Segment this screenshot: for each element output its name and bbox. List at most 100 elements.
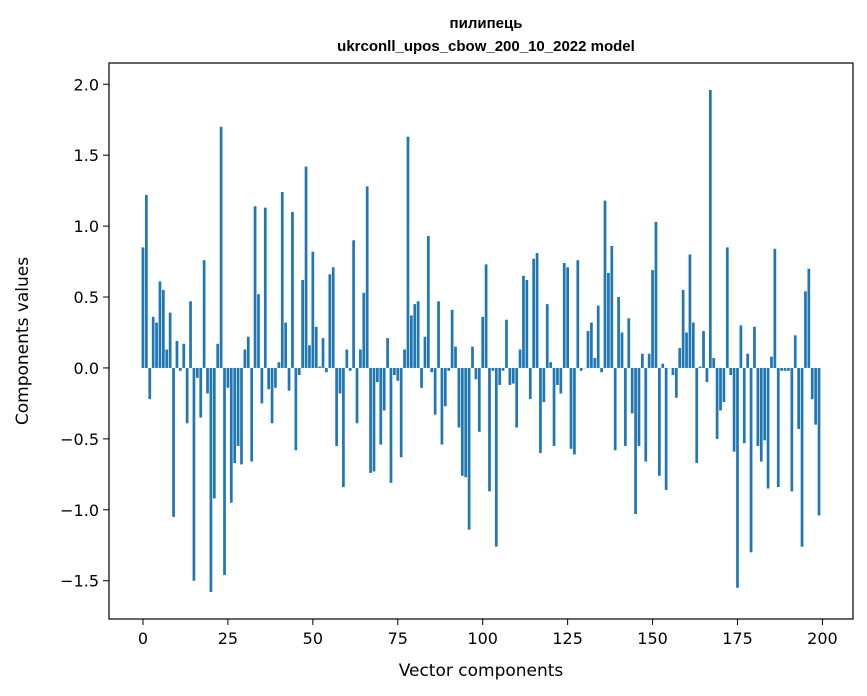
bar-17 xyxy=(199,367,203,418)
bar-144 xyxy=(630,367,634,414)
x-tick-label-150: 150 xyxy=(637,629,668,648)
bar-152 xyxy=(658,367,661,476)
bar-188 xyxy=(780,367,784,371)
bar-28 xyxy=(236,367,240,446)
bar-196 xyxy=(807,268,811,368)
bar-35 xyxy=(260,367,264,404)
bar-115 xyxy=(532,258,536,368)
bar-88 xyxy=(440,367,444,445)
bar-70 xyxy=(379,367,383,445)
bar-38 xyxy=(270,367,274,424)
bar-87 xyxy=(437,301,440,368)
bar-154 xyxy=(664,367,668,490)
bar-182 xyxy=(759,367,763,462)
y-tick-label-4: 0.5 xyxy=(74,288,99,307)
bar-180 xyxy=(753,326,756,368)
bar-41 xyxy=(280,192,284,368)
bar-141 xyxy=(620,332,624,368)
y-tick-label-0: −1.5 xyxy=(60,572,99,591)
bar-149 xyxy=(647,353,651,368)
bar-82 xyxy=(420,367,423,388)
bar-9 xyxy=(172,367,175,517)
bar-103 xyxy=(491,367,495,371)
bar-147 xyxy=(641,353,644,368)
bar-91 xyxy=(450,309,454,368)
bar-175 xyxy=(736,367,739,588)
bar-92 xyxy=(454,346,457,368)
bar-25 xyxy=(226,367,230,388)
bar-119 xyxy=(545,304,549,368)
bar-60 xyxy=(345,349,349,368)
bar-153 xyxy=(661,363,665,368)
bar-156 xyxy=(671,367,675,376)
bar-13 xyxy=(185,367,189,424)
bar-127 xyxy=(573,367,576,455)
bar-189 xyxy=(783,367,787,371)
bar-58 xyxy=(338,367,342,394)
bar-135 xyxy=(600,367,603,373)
bar-112 xyxy=(522,275,525,368)
bar-164 xyxy=(698,366,702,368)
bar-124 xyxy=(562,262,566,368)
bar-55 xyxy=(328,274,332,368)
bar-32 xyxy=(250,367,254,462)
bar-139 xyxy=(613,367,617,451)
bar-191 xyxy=(790,367,794,492)
bar-161 xyxy=(688,254,692,368)
x-tick-label-175: 175 xyxy=(722,629,753,648)
bar-19 xyxy=(206,367,209,394)
bar-62 xyxy=(352,240,355,368)
bar-31 xyxy=(246,336,250,368)
bar-0 xyxy=(141,247,145,368)
bar-183 xyxy=(763,367,767,441)
bar-162 xyxy=(691,322,695,368)
bar-3 xyxy=(151,316,155,368)
bar-51 xyxy=(314,326,318,368)
x-tick-label-200: 200 xyxy=(807,629,838,648)
bar-93 xyxy=(457,367,461,428)
bar-12 xyxy=(182,343,186,368)
x-tick-label-0: 0 xyxy=(138,629,148,648)
bar-83 xyxy=(423,336,427,368)
bar-46 xyxy=(297,367,301,376)
bar-150 xyxy=(651,270,654,368)
bar-133 xyxy=(593,358,597,368)
bar-106 xyxy=(501,367,505,371)
bar-178 xyxy=(746,353,750,368)
bar-132 xyxy=(590,322,593,368)
bar-81 xyxy=(416,301,420,368)
bar-53 xyxy=(321,338,325,368)
bar-131 xyxy=(586,331,590,368)
bar-23 xyxy=(219,126,223,368)
bar-63 xyxy=(355,367,359,424)
bar-192 xyxy=(793,335,797,368)
bar-64 xyxy=(359,349,362,368)
bar-168 xyxy=(712,358,716,368)
bar-184 xyxy=(766,367,770,489)
bar-104 xyxy=(494,367,498,547)
bars-layer xyxy=(141,89,821,593)
bar-126 xyxy=(569,367,573,449)
x-tick-label-75: 75 xyxy=(388,629,408,648)
bar-37 xyxy=(267,367,271,390)
bar-100 xyxy=(481,316,485,368)
x-tick-label-100: 100 xyxy=(467,629,498,648)
y-tick-label-2: −0.5 xyxy=(60,430,99,449)
bar-107 xyxy=(505,319,508,368)
y-tick-label-1: −1.0 xyxy=(60,501,99,520)
x-tick-label-25: 25 xyxy=(218,629,238,648)
y-axis-label: Components values xyxy=(13,257,33,425)
bar-77 xyxy=(403,349,406,368)
bar-117 xyxy=(539,367,542,454)
bar-163 xyxy=(695,367,699,463)
bar-166 xyxy=(705,367,709,383)
bar-61 xyxy=(348,367,352,371)
bar-26 xyxy=(229,367,233,503)
bar-80 xyxy=(413,304,417,368)
bar-190 xyxy=(787,367,790,371)
chart-title: пилипець xyxy=(450,15,523,32)
bar-181 xyxy=(756,367,760,446)
bar-8 xyxy=(168,312,172,368)
x-tick-label-50: 50 xyxy=(303,629,323,648)
bar-14 xyxy=(189,301,192,368)
